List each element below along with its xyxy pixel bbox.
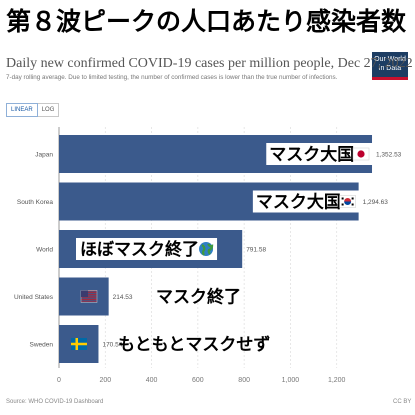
south-korea-flag-red — [344, 198, 352, 202]
logo-line-1: Our World — [374, 56, 406, 63]
south-korea-flag-blue — [344, 201, 352, 205]
japan-flag-disc — [357, 150, 365, 158]
x-tick-label: 1,200 — [328, 377, 346, 384]
license-note[interactable]: CC BY — [393, 399, 412, 405]
category-label: United States — [14, 294, 54, 301]
category-label: South Korea — [17, 199, 54, 206]
us-flag-stripe — [81, 300, 97, 302]
category-label: Sweden — [30, 342, 54, 349]
value-label: 170.54 — [102, 342, 122, 349]
south-korea-flag-trigram — [341, 203, 344, 206]
south-korea-flag-trigram — [351, 197, 354, 200]
annotation-label: もともとマスクせず — [118, 335, 270, 355]
x-tick-label: 0 — [57, 377, 61, 384]
value-label: 1,294.63 — [363, 199, 389, 206]
x-tick-label: 600 — [192, 377, 204, 384]
south-korea-flag-trigram — [351, 203, 354, 206]
annotation-label: マスク終了 — [156, 287, 241, 308]
us-flag-stripe — [81, 297, 97, 299]
x-tick-label: 400 — [146, 377, 158, 384]
category-label: World — [36, 247, 53, 254]
sweden-flag-cross-h — [71, 342, 87, 346]
annotation-label: マスク大国 — [256, 192, 341, 213]
category-label: Japan — [35, 152, 53, 159]
us-flag-stripe — [81, 299, 97, 300]
annotation-background — [252, 190, 360, 213]
scale-toggle: LINEAR LOG — [6, 103, 60, 117]
chart-subtitle: 7-day rolling average. Due to limited te… — [6, 74, 338, 81]
value-label: 1,352.53 — [376, 152, 402, 159]
linear-toggle[interactable]: LINEAR — [6, 103, 38, 117]
x-tick-label: 1,000 — [282, 377, 300, 384]
annotation-label: マスク大国 — [269, 144, 354, 165]
globe-land — [201, 243, 214, 256]
annotation-label: ほぼマスク終了 — [80, 239, 199, 260]
value-label: 214.53 — [113, 294, 133, 301]
value-label: 791.58 — [246, 247, 266, 254]
annotation-background — [76, 238, 218, 260]
log-toggle[interactable]: LOG — [37, 103, 60, 117]
us-flag-canton — [81, 290, 88, 297]
us-flag-stripe — [81, 292, 97, 294]
us-flag-stripe — [81, 293, 97, 295]
us-flag-stripe — [81, 290, 97, 292]
x-tick-label: 200 — [99, 377, 111, 384]
annotation-background — [266, 143, 374, 165]
chart-title: Daily new confirmed COVID-19 cases per m… — [6, 56, 413, 71]
us-flag-stripe — [81, 295, 97, 297]
owid-logo[interactable]: Our World in Data — [372, 52, 408, 80]
x-tick-label: 800 — [238, 377, 250, 384]
source-note[interactable]: Source: WHO COVID-19 Dashboard — [6, 399, 104, 405]
logo-line-2: in Data — [378, 65, 402, 72]
south-korea-flag-trigram — [341, 197, 344, 200]
